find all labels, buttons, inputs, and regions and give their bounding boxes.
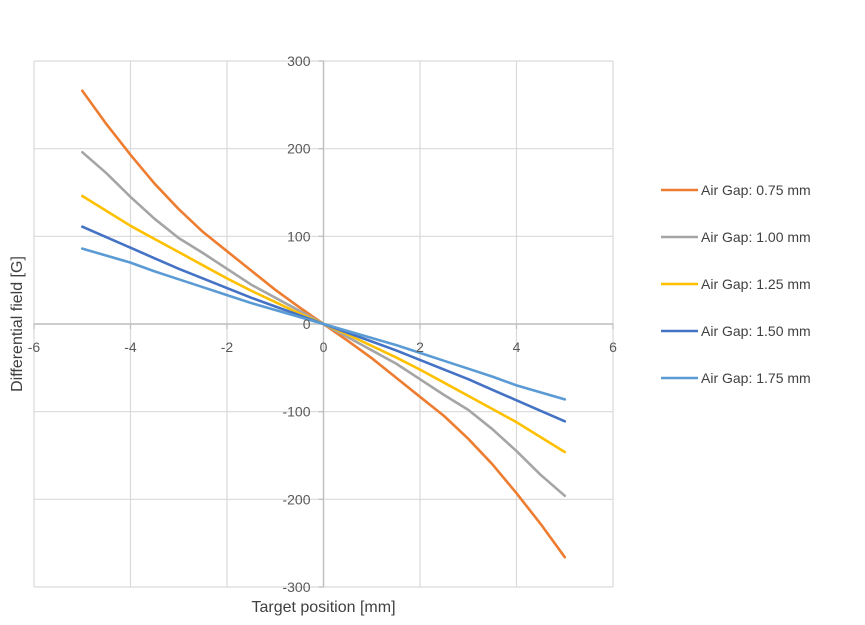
tick-labels: -6 -4 -2 0 2 4 6 -300 -200 -100 0 100 200 300 [28, 53, 617, 595]
x-tick-label: 4 [513, 339, 521, 355]
legend-entry-5: Air Gap: 1.75 mm [701, 370, 811, 386]
series-line-5 [81, 247, 567, 401]
y-tick-label: 200 [287, 141, 311, 157]
x-tick-label: -6 [28, 339, 41, 355]
y-tick-label: -100 [282, 404, 310, 420]
legend-entry-4: Air Gap: 1.50 mm [701, 323, 811, 339]
y-tick-label: 300 [287, 53, 311, 69]
series-lines [81, 89, 567, 559]
legend-entry-3: Air Gap: 1.25 mm [701, 276, 811, 292]
x-tick-label: 6 [609, 339, 617, 355]
x-tick-label: -2 [221, 339, 234, 355]
x-tick-label: -4 [124, 339, 137, 355]
legend-entry-1: Air Gap: 0.75 mm [701, 182, 811, 198]
y-axis-label: Differential field [G] [9, 256, 26, 392]
legend: Air Gap: 0.75 mm Air Gap: 1.00 mm Air Gap:… [661, 182, 811, 386]
legend-entry-2: Air Gap: 1.00 mm [701, 229, 811, 245]
y-tick-label: -200 [282, 491, 310, 507]
x-tick-label: 0 [320, 339, 328, 355]
y-tick-label: -300 [282, 579, 310, 595]
x-tick-label: 2 [416, 339, 424, 355]
y-tick-label: 0 [303, 316, 311, 332]
y-tick-label: 100 [287, 228, 311, 244]
x-axis-label: Target position [mm] [251, 599, 395, 616]
